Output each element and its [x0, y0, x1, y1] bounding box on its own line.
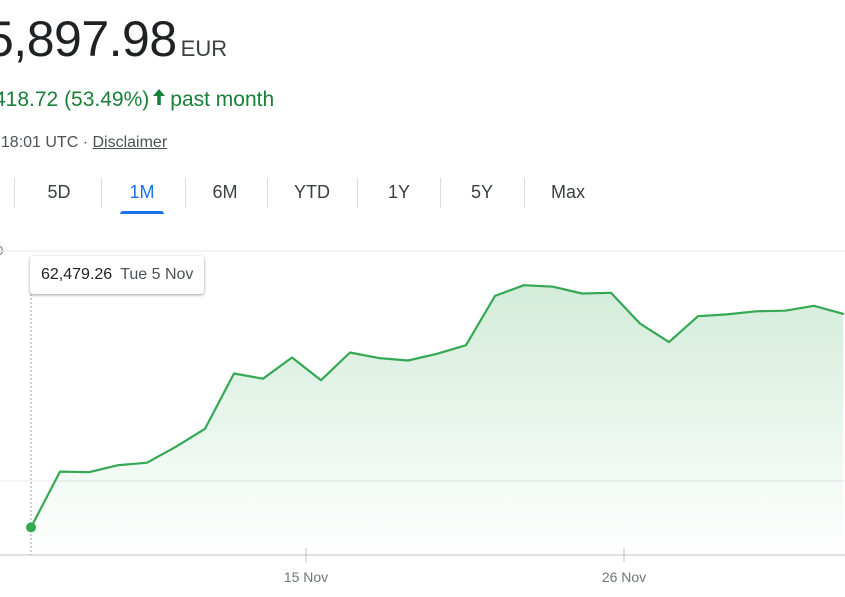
data-point	[812, 304, 816, 308]
data-point	[174, 445, 178, 449]
data-point	[290, 356, 294, 360]
tab-1m[interactable]: 1M	[118, 170, 166, 214]
data-point	[348, 351, 352, 355]
x-tick-label: 26 Nov	[602, 569, 646, 585]
current-price: 5,897.98	[0, 11, 177, 67]
tab-divider	[101, 178, 102, 208]
data-point	[580, 292, 584, 296]
tab-5d[interactable]: 5D	[47, 182, 71, 202]
data-point	[696, 314, 700, 318]
tab-divider	[267, 178, 268, 208]
data-point	[406, 359, 410, 363]
tab-divider	[357, 178, 358, 208]
price-area	[31, 285, 843, 555]
x-tick-label: 15 Nov	[284, 569, 328, 585]
tab-6m[interactable]: 6M	[212, 182, 238, 202]
range-tabs: 5D 1M 6M YTD 1Y 5Y Max	[0, 170, 845, 214]
price-row: 5,897.98 EUR	[0, 10, 227, 68]
change-period: past month	[170, 88, 275, 111]
data-point	[638, 322, 642, 326]
disclaimer-link[interactable]: Disclaimer	[92, 134, 168, 151]
data-point	[261, 377, 265, 381]
data-point	[551, 285, 555, 289]
price-line	[29, 284, 845, 529]
tab-ytd[interactable]: YTD	[294, 182, 330, 202]
tab-max[interactable]: Max	[550, 182, 585, 202]
tab-divider	[440, 178, 441, 208]
data-point	[493, 294, 497, 298]
data-point	[377, 356, 381, 360]
data-point	[145, 461, 149, 465]
data-point	[464, 343, 468, 347]
tooltip-date: Tue 5 Nov	[120, 266, 194, 283]
price-tooltip: 62,479.26 Tue 5 Nov	[30, 256, 205, 294]
data-point	[609, 291, 613, 295]
data-point	[232, 372, 236, 376]
data-point	[116, 463, 120, 467]
tab-divider	[524, 178, 525, 208]
data-point	[725, 312, 729, 316]
currency-label: EUR	[180, 36, 228, 61]
tab-5y[interactable]: 5Y	[470, 182, 494, 202]
data-point	[667, 340, 671, 344]
tab-divider	[185, 178, 186, 208]
tab-divider	[14, 178, 15, 208]
data-point	[783, 309, 787, 313]
data-point	[87, 470, 91, 474]
arrow-up-icon	[152, 88, 166, 112]
timestamp: , 18:01 UTC ·	[0, 134, 93, 151]
selected-point-marker	[26, 522, 36, 533]
tooltip-value: 62,479.26	[41, 266, 113, 283]
data-point	[522, 283, 526, 287]
data-point	[435, 352, 439, 356]
tab-1y[interactable]: 1Y	[387, 182, 411, 202]
data-point	[841, 312, 845, 316]
data-point	[319, 378, 323, 382]
timestamp-row: , 18:01 UTC · Disclaimer	[0, 134, 167, 152]
price-change-row: 418.72 (53.49%) past month	[0, 88, 274, 112]
data-point	[754, 309, 758, 313]
data-point	[58, 470, 62, 474]
price-change: 418.72 (53.49%)	[0, 88, 150, 111]
data-point	[203, 427, 207, 431]
